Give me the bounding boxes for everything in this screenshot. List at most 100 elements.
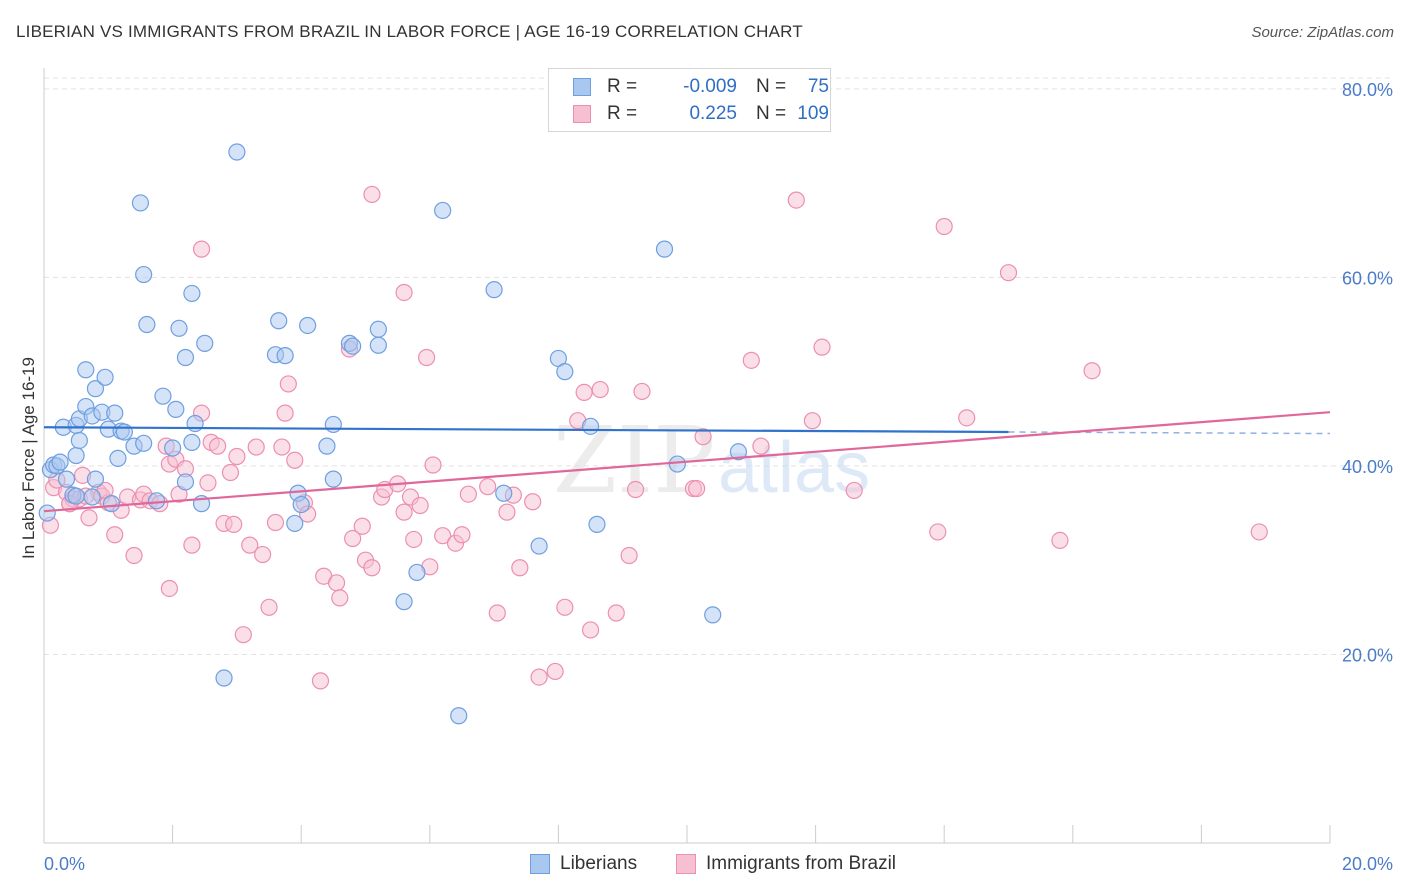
- point-liberians: [115, 423, 133, 441]
- point-brazil: [247, 438, 265, 456]
- point-liberians: [51, 453, 69, 471]
- point-brazil: [511, 559, 529, 577]
- point-brazil: [286, 451, 304, 469]
- point-brazil: [1083, 362, 1101, 380]
- point-liberians: [167, 400, 185, 418]
- point-liberians: [176, 473, 195, 491]
- tick-labels: 20.0% 40.0% 60.0% 80.0% 0.0% 20.0%: [44, 80, 1393, 874]
- point-liberians: [299, 316, 317, 335]
- point-brazil: [266, 513, 285, 532]
- point-liberians: [70, 431, 88, 450]
- legend-r-label: R =: [607, 76, 638, 97]
- legend-r-value: -0.009: [683, 76, 737, 97]
- point-liberians: [434, 201, 452, 220]
- point-brazil: [276, 404, 294, 422]
- point-liberians: [67, 446, 85, 465]
- point-brazil: [958, 409, 976, 427]
- point-brazil: [395, 283, 413, 302]
- point-liberians: [38, 504, 56, 522]
- point-brazil: [311, 672, 330, 690]
- point-brazil: [363, 559, 381, 577]
- point-brazil: [405, 530, 423, 549]
- point-liberians: [86, 470, 105, 488]
- y-tick-label: 40.0%: [1342, 457, 1393, 477]
- legend-n-label: N =: [756, 76, 787, 97]
- legend-swatch-brazil: [573, 105, 591, 123]
- point-brazil: [80, 509, 98, 527]
- point-liberians: [183, 433, 201, 451]
- point-brazil: [633, 382, 651, 401]
- series-liberians: [38, 143, 748, 725]
- point-brazil: [752, 437, 770, 455]
- point-brazil: [273, 438, 291, 456]
- y-tick-label: 80.0%: [1342, 80, 1393, 100]
- point-brazil: [929, 523, 947, 541]
- y-axis-label: In Labor Force | Age 16-19: [19, 357, 38, 559]
- point-brazil: [607, 604, 625, 622]
- point-brazil: [556, 598, 574, 616]
- point-brazil: [935, 217, 953, 236]
- point-brazil: [575, 383, 593, 401]
- point-brazil: [999, 264, 1018, 282]
- point-brazil: [524, 493, 542, 511]
- point-brazil: [688, 479, 706, 498]
- correlation-legend: R = -0.009 N = 75 R = 0.225 N = 109: [548, 68, 831, 132]
- point-liberians: [485, 281, 503, 299]
- legend-n-label: N =: [756, 103, 787, 124]
- point-brazil: [803, 412, 821, 430]
- point-brazil: [395, 503, 413, 521]
- legend-swatch-brazil: [676, 854, 696, 874]
- point-liberians: [668, 455, 686, 473]
- point-liberians: [83, 488, 101, 506]
- y-tick-label: 60.0%: [1342, 268, 1393, 288]
- point-liberians: [196, 334, 214, 352]
- legend-r-value: 0.225: [689, 103, 737, 124]
- point-liberians: [581, 417, 600, 435]
- point-liberians: [556, 363, 574, 381]
- point-brazil: [209, 437, 227, 455]
- point-brazil: [488, 604, 506, 622]
- point-brazil: [694, 428, 712, 446]
- point-brazil: [331, 589, 349, 607]
- trend-line-liberians-extension: [1008, 431, 1331, 435]
- point-liberians: [270, 312, 288, 330]
- point-liberians: [530, 537, 548, 555]
- point-liberians: [170, 319, 188, 337]
- series-legend: Liberians Immigrants from Brazil: [0, 852, 1406, 878]
- point-brazil: [160, 579, 178, 598]
- legend-label-brazil: Immigrants from Brazil: [706, 853, 897, 874]
- point-brazil: [626, 480, 645, 499]
- point-brazil: [192, 240, 211, 258]
- point-brazil: [199, 474, 217, 492]
- point-brazil: [106, 526, 124, 544]
- point-brazil: [591, 380, 609, 399]
- point-brazil: [530, 668, 548, 686]
- point-brazil: [417, 348, 436, 367]
- point-liberians: [109, 449, 127, 467]
- point-brazil: [254, 545, 272, 564]
- legend-r-label: R =: [607, 103, 638, 124]
- legend-label-liberians: Liberians: [560, 853, 638, 874]
- point-liberians: [655, 240, 674, 258]
- legend-swatch-liberians: [530, 854, 550, 874]
- point-brazil: [344, 529, 362, 548]
- legend-n-value: 109: [797, 103, 829, 124]
- trend-lines: [43, 411, 1331, 513]
- point-brazil: [327, 574, 346, 592]
- point-brazil: [479, 478, 497, 496]
- point-liberians: [176, 348, 195, 367]
- point-brazil: [241, 536, 259, 554]
- point-brazil: [221, 463, 240, 482]
- point-brazil: [434, 527, 452, 545]
- chart-title: LIBERIAN VS IMMIGRANTS FROM BRAZIL IN LA…: [16, 22, 803, 41]
- point-liberians: [495, 484, 513, 502]
- point-brazil: [125, 546, 143, 565]
- point-brazil: [581, 621, 600, 639]
- trend-line-liberians: [43, 426, 1009, 434]
- point-brazil: [546, 662, 564, 681]
- point-liberians: [102, 495, 121, 513]
- point-brazil: [845, 481, 863, 500]
- point-brazil: [1051, 531, 1069, 549]
- point-brazil: [260, 598, 278, 616]
- point-liberians: [96, 368, 114, 386]
